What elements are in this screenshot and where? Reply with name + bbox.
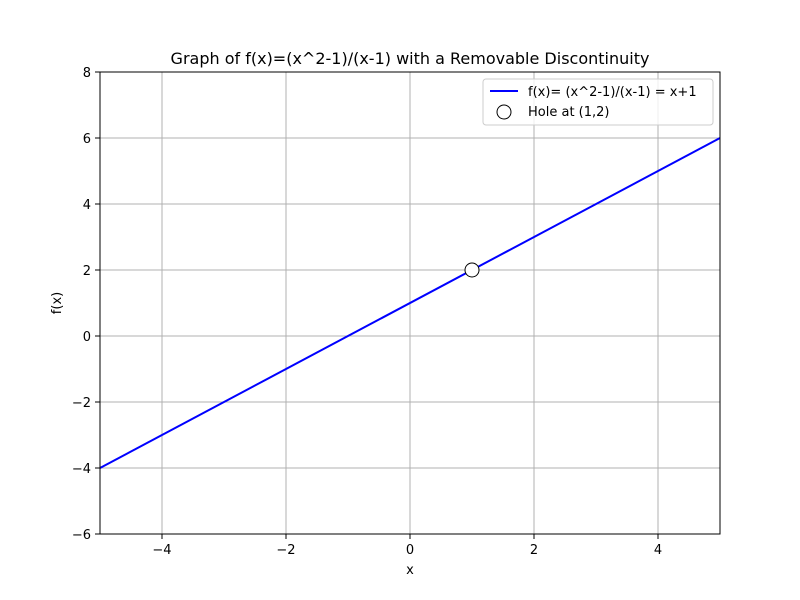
y-tick-label: 4 [83,198,91,213]
y-tick-label: 8 [83,66,91,81]
hole-point-0 [464,262,480,278]
y-tick-label: −6 [72,528,91,543]
y-tick-label: 0 [83,330,91,345]
y-axis-label: f(x) [50,292,65,314]
series-layer [99,137,721,469]
legend-hole-swatch [496,104,512,120]
series-line-0 [99,137,721,469]
x-tick-label: −4 [152,543,171,558]
x-tick-label: 4 [654,543,662,558]
legend-box [482,78,714,126]
x-tick-label: 0 [406,543,414,558]
chart-title: Graph of f(x)=(x^2-1)/(x-1) with a Remov… [171,49,650,68]
x-axis-label: x [406,563,414,578]
x-tick-label: 2 [530,543,538,558]
legend-entry-hole: Hole at (1,2) [528,105,610,120]
ticks-layer [95,71,659,539]
legend-entry-line: f(x)= (x^2-1)/(x-1) = x+1 [528,85,697,100]
y-tick-label: −4 [72,462,91,477]
legend: f(x)= (x^2-1)/(x-1) = x+1 Hole at (1,2) [482,78,714,126]
y-tick-label: −2 [72,396,91,411]
y-tick-label: 2 [83,264,91,279]
x-tick-label: −2 [276,543,295,558]
tick-label-layer: −4 −2 0 2 4 −6 −4 −2 0 2 4 6 8 [72,66,662,558]
y-tick-label: 6 [83,132,91,147]
